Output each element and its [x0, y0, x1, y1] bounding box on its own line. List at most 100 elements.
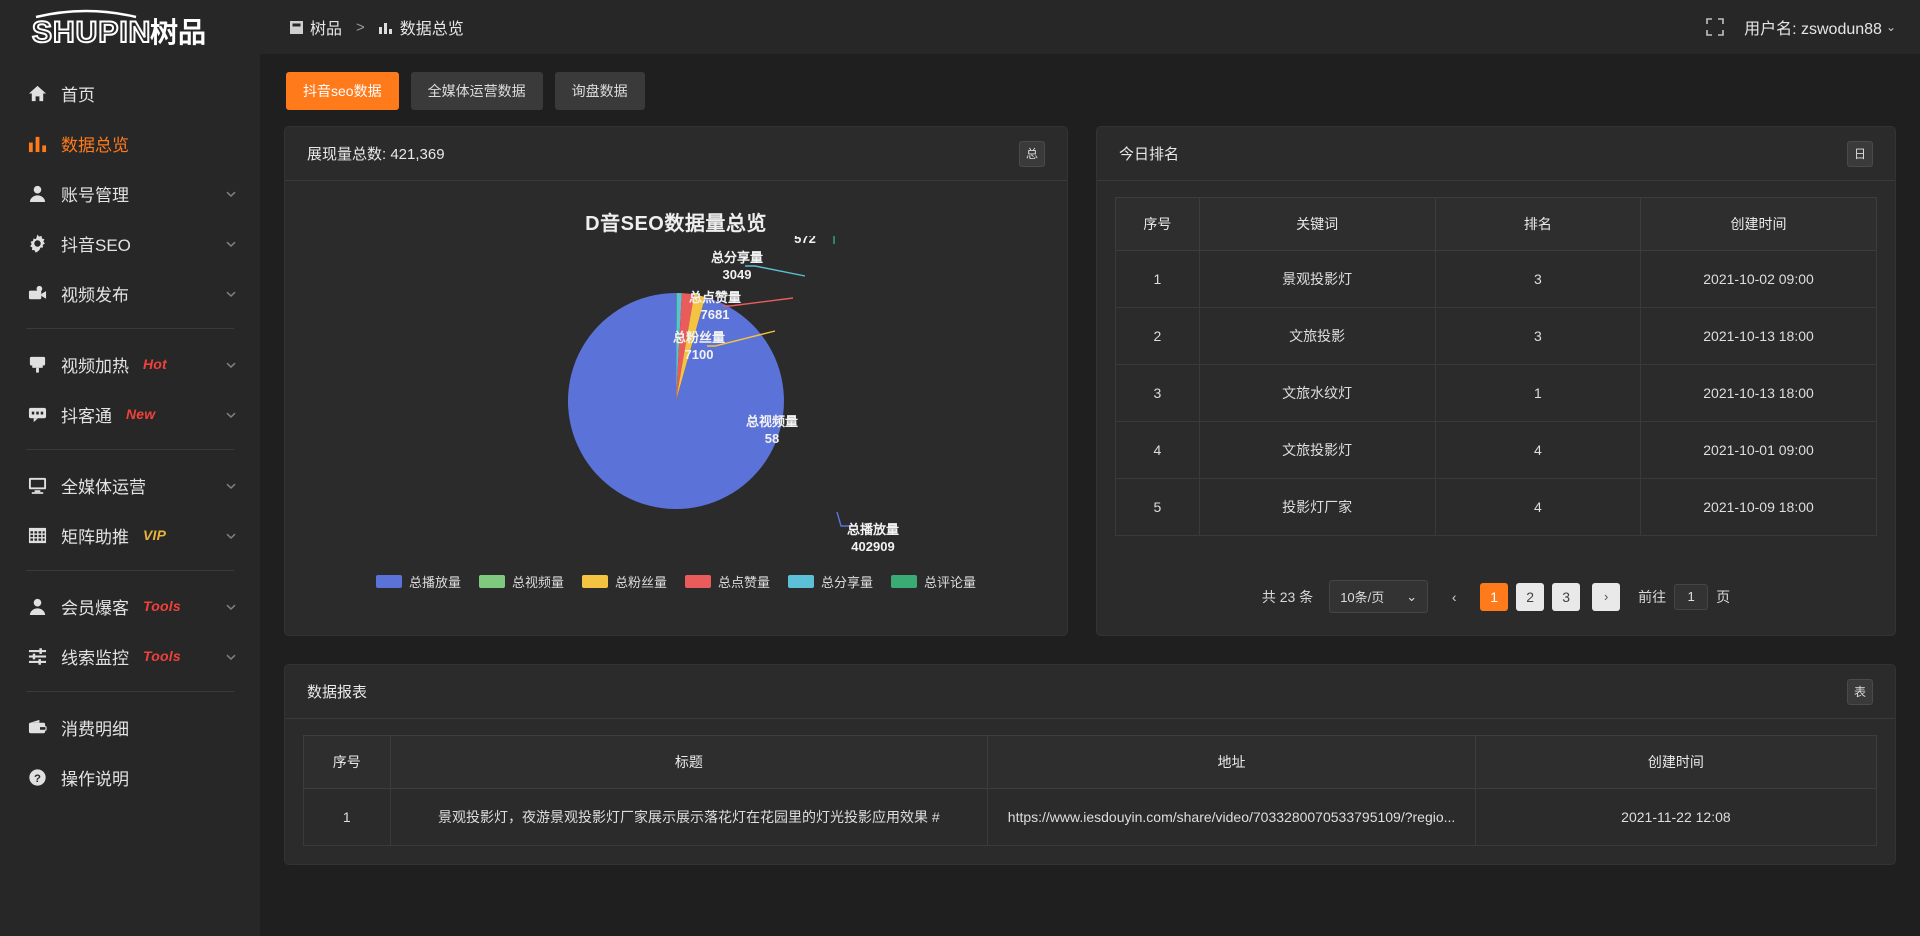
page-size-value: 10条/页: [1340, 590, 1385, 605]
sidebar-item-12[interactable]: ? 操作说明: [0, 752, 260, 802]
megaphone-icon: [26, 353, 48, 375]
sidebar-item-6[interactable]: 抖客通 New: [0, 389, 260, 439]
tab-2[interactable]: 询盘数据: [554, 72, 645, 110]
window-icon: [290, 20, 303, 34]
table-row[interactable]: 3 文旅水纹灯 1 2021-10-13 18:00: [1115, 364, 1877, 422]
pagination-prev-button[interactable]: ‹: [1451, 588, 1457, 605]
rank-period-badge[interactable]: 日: [1847, 140, 1873, 167]
rank-card-cell: 4: [1434, 421, 1642, 479]
sidebar-item-tag: VIP: [143, 527, 167, 543]
top-row: 展现量总数: 421,369 总 D音SEO数据量总览 总评论量572总分享量3…: [284, 126, 1896, 636]
legend-label: 总点赞量: [718, 575, 771, 590]
tab-bar: 抖音seo数据 全媒体运营数据 询盘数据: [284, 54, 1896, 126]
pagination-next-button[interactable]: ›: [1592, 582, 1621, 611]
svg-text:58: 58: [765, 431, 779, 446]
rank-table: 序号 关键词 排名 创建时间 1 景观投影灯 3 2021-10-02 09:00 2 文旅投影…: [1115, 197, 1877, 536]
legend-item-3[interactable]: 总点赞量: [685, 572, 770, 591]
tab-1[interactable]: 全媒体运营数据: [410, 72, 543, 110]
report-view-badge[interactable]: 表: [1847, 678, 1873, 705]
svg-text:总播放量: 总播放量: [847, 522, 899, 537]
shupin-logo-icon: SHUPIN 树品: [31, 9, 206, 47]
pie-slice-2[interactable]: [676, 294, 706, 401]
svg-text:7681: 7681: [701, 307, 730, 322]
brand-logo[interactable]: SHUPIN 树品: [0, 0, 260, 54]
sidebar-item-label: 抖音SEO: [61, 235, 131, 255]
legend-item-5[interactable]: 总评论量: [891, 572, 976, 591]
pagination-page-1[interactable]: 1: [1480, 582, 1509, 611]
pagination-page-3[interactable]: 3: [1552, 582, 1581, 611]
sidebar-item-tag: New: [126, 406, 156, 422]
content-scroll[interactable]: 抖音seo数据 全媒体运营数据 询盘数据 展现量总数: 421,369 总 D音SE…: [260, 54, 1920, 936]
pagination-jump-input[interactable]: [1674, 583, 1709, 610]
breadcrumb-current-label: 数据总览: [399, 21, 464, 38]
legend-swatch-icon: [788, 575, 815, 588]
pie-label-4: 总分享量 3049: [711, 250, 763, 282]
chevron-down-icon: [224, 649, 238, 663]
pie-leader-line-4: [745, 265, 806, 277]
sidebar-item-3[interactable]: 抖音SEO: [0, 218, 260, 268]
sidebar-item-10[interactable]: 线索监控 Tools: [0, 631, 260, 681]
legend-item-2[interactable]: 总粉丝量: [581, 572, 667, 591]
member-icon: [26, 595, 48, 617]
sidebar-item-0[interactable]: 首页: [0, 68, 260, 118]
sidebar-item-9[interactable]: 会员爆客 Tools: [0, 581, 260, 631]
sidebar-item-label: 线索监控: [61, 648, 129, 668]
sidebar-item-2[interactable]: 账号管理: [0, 168, 260, 218]
sidebar-item-8[interactable]: 矩阵助推 VIP: [0, 510, 260, 560]
breadcrumb-current[interactable]: 数据总览: [378, 15, 464, 39]
report-title-cell: 景观投影灯，夜游景观投影灯厂家展示展示落花灯在花园里的灯光投影应用效果 #: [389, 788, 989, 846]
rank-table-header-row: 序号 关键词 排名 创建时间: [1115, 197, 1877, 251]
sliders-icon: [26, 645, 48, 667]
svg-text:?: ?: [34, 772, 41, 784]
legend-item-1[interactable]: 总视频量: [478, 572, 564, 591]
table-row[interactable]: 1 景观投影灯 3 2021-10-02 09:00: [1115, 250, 1877, 308]
tab-0[interactable]: 抖音seo数据: [286, 72, 399, 110]
table-row[interactable]: 2 文旅投影 3 2021-10-13 18:00: [1115, 307, 1877, 365]
legend-swatch-icon: [478, 575, 505, 588]
breadcrumb-root[interactable]: 树品: [290, 15, 342, 39]
sidebar-item-4[interactable]: 视频发布: [0, 268, 260, 318]
table-row[interactable]: 4 文旅投影灯 4 2021-10-01 09:00: [1115, 421, 1877, 479]
sidebar-item-11[interactable]: 消费明细: [0, 702, 260, 752]
pagination-page-2[interactable]: 2: [1516, 582, 1545, 611]
table-row[interactable]: 5 投影灯厂家 4 2021-10-09 18:00: [1115, 478, 1877, 536]
sidebar-item-tag: Hot: [143, 356, 167, 372]
sidebar-item-1[interactable]: 数据总览: [0, 118, 260, 168]
report-card-col-3: 创建时间: [1474, 735, 1878, 789]
rank-card-cell: 5: [1115, 478, 1200, 536]
rank-card-cell: 文旅投影灯: [1198, 421, 1436, 479]
sidebar-item-label: 全媒体运营: [61, 477, 146, 497]
report-card-col-1: 标题: [389, 735, 989, 789]
svg-text:总分享量: 总分享量: [711, 250, 763, 265]
pie-slice-5[interactable]: [676, 292, 677, 401]
legend-item-4[interactable]: 总分享量: [788, 572, 873, 591]
sidebar-item-5[interactable]: 视频加热 Hot: [0, 339, 260, 389]
chart-legend: 总播放量 总视频量 总粉丝量 总点赞量 总分享量 总评论量: [285, 566, 1067, 591]
pie-slice-0[interactable]: [567, 293, 784, 509]
pie-leader-line-3: [723, 297, 794, 307]
breadcrumb-separator: >: [356, 18, 365, 36]
chart-period-badge[interactable]: 总: [1019, 140, 1045, 167]
page-size-select[interactable]: 10条/页 ⌄: [1329, 580, 1429, 613]
sidebar-item-7[interactable]: 全媒体运营: [0, 460, 260, 510]
user-menu[interactable]: 用户名: zswodun88 ⌄: [1744, 15, 1896, 39]
pie-leader-line-5: [833, 236, 835, 244]
sidebar-item-label: 会员爆客: [61, 598, 129, 618]
legend-item-0[interactable]: 总播放量: [375, 572, 461, 591]
report-card-title: 数据报表: [307, 684, 368, 701]
rank-card-cell: 投影灯厂家: [1198, 478, 1436, 536]
report-card-col-2: 地址: [987, 735, 1476, 789]
pie-slice-3[interactable]: [676, 293, 695, 401]
sidebar-item-label: 操作说明: [61, 769, 129, 789]
table-row[interactable]: 1 景观投影灯，夜游景观投影灯厂家展示展示落花灯在花园里的灯光投影应用效果 # ht…: [303, 788, 1878, 846]
breadcrumb: 树品 > 数据总览: [290, 15, 464, 39]
pie-slice-4[interactable]: [676, 293, 682, 401]
pie-slice-1[interactable]: [676, 297, 706, 401]
fullscreen-icon[interactable]: [1706, 18, 1724, 36]
sidebar: SHUPIN 树品 首页 数据总览 账号管理抖音SEO 视频发布视频加热 Hot 抖客通 N…: [0, 0, 260, 936]
pie-chart[interactable]: 总评论量572 总分享量 3049 总点赞量 7681 总粉丝量 7100 总视频量 58 总播放…: [285, 236, 1067, 566]
report-url-link[interactable]: https://www.iesdouyin.com/share/video/70…: [987, 788, 1476, 846]
main-area: 树品 > 数据总览 用户名: zswodun88: [260, 0, 1920, 936]
legend-label: 总粉丝量: [614, 575, 667, 590]
